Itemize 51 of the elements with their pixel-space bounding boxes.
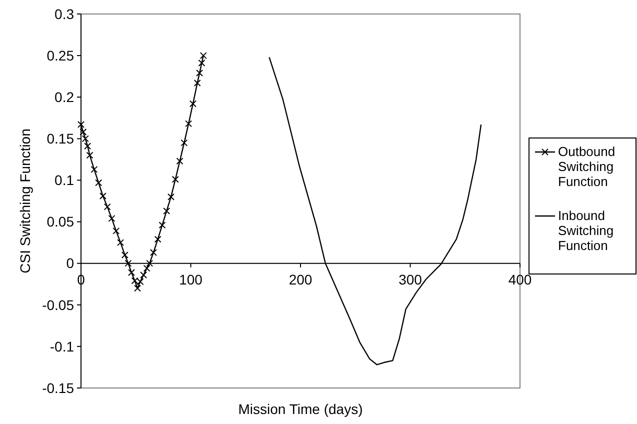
x-tick-label: 400: [508, 271, 532, 288]
point: [134, 284, 142, 292]
y-tick-label: 0.1: [54, 172, 74, 188]
point: [150, 249, 157, 256]
y-tick-label: 0: [66, 255, 74, 272]
point: [198, 60, 206, 67]
point: [121, 252, 128, 259]
point: [180, 139, 188, 146]
y-tick-label: -0.1: [50, 338, 74, 354]
point: [117, 239, 124, 246]
point: [189, 100, 196, 108]
point: [80, 128, 87, 136]
point: [176, 158, 184, 165]
point: [86, 152, 94, 159]
point: [90, 166, 98, 173]
x-tick-label: 200: [288, 271, 312, 288]
point: [128, 268, 135, 276]
x-tick-label: 300: [398, 271, 422, 288]
point: [140, 271, 148, 278]
y-axis-title: CSI Switching Function: [17, 128, 33, 274]
point: [143, 264, 150, 272]
x-axis-title: Mission Time (days): [238, 401, 363, 417]
point: [104, 203, 111, 210]
point: [84, 142, 92, 150]
point: [124, 260, 132, 267]
y-tick-label: 0.05: [46, 214, 74, 230]
point: [146, 260, 154, 267]
x-tick-label: 100: [179, 271, 203, 288]
point: [99, 192, 106, 200]
point: [154, 236, 162, 243]
point: [112, 227, 120, 234]
point: [78, 121, 84, 128]
legend-label: Inbound Switching Function: [558, 208, 614, 253]
point: [158, 222, 166, 229]
point: [108, 214, 116, 222]
point: [196, 70, 204, 77]
y-tick-label: 0.3: [54, 6, 74, 22]
point: [82, 135, 89, 142]
point: [172, 176, 179, 183]
point: [95, 179, 102, 186]
y-tick-label: 0.25: [46, 47, 74, 64]
point: [200, 52, 207, 60]
legend-label: Outbound Switching Function: [558, 144, 616, 189]
y-tick-label: 0.15: [46, 130, 74, 147]
y-tick-label: 0.2: [54, 89, 74, 106]
point: [167, 193, 174, 200]
y-tick-label: -0.05: [42, 296, 74, 313]
point: [185, 120, 192, 128]
y-tick-label: -0.15: [42, 380, 74, 396]
point: [194, 79, 201, 86]
point: [163, 207, 170, 214]
